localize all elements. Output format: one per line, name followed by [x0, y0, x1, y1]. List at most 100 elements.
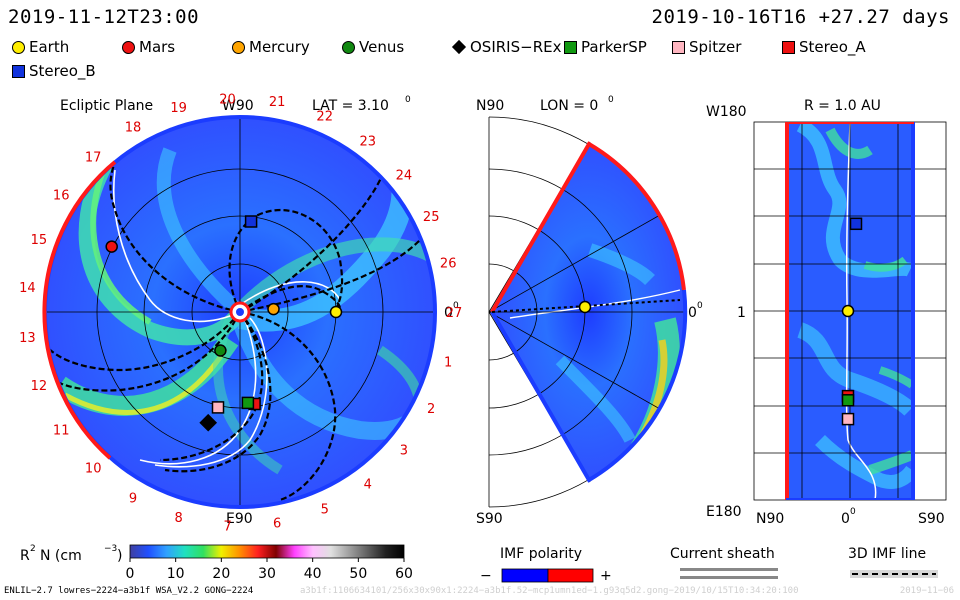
meridional-title-sup: 0 — [608, 95, 614, 105]
day-label: 21 — [269, 95, 286, 110]
legend-label: Mars — [139, 38, 176, 56]
ecliptic-panel: Ecliptic Plane W90 LAT = 3.10 0 0 0 E90 … — [19, 92, 462, 534]
sphere-mid-left: 1 — [737, 305, 746, 321]
legend-item-spitzer: Spitzer — [672, 38, 741, 56]
sun-core — [236, 308, 244, 316]
colorbar-tick-label: 20 — [212, 566, 230, 582]
sphere-bodies — [841, 217, 863, 426]
meridional-top-label: N90 — [476, 98, 504, 114]
meridional-rim-positive — [490, 141, 686, 314]
day-label: 18 — [125, 121, 142, 136]
meridional-bottom-label: S90 — [476, 511, 503, 527]
sphere-bottom-sup: 0 — [850, 507, 856, 517]
ecliptic-lat-sup: 0 — [405, 95, 411, 105]
legend-item-stereo-b: Stereo_B — [12, 62, 96, 80]
legend-item-osiris-rex: OSIRIS−REx — [451, 38, 562, 56]
legend-label: Venus — [359, 38, 405, 56]
ecliptic-mars-marker — [105, 240, 118, 253]
run-date: 2019-11-12T23:00 — [8, 6, 200, 28]
day-label: 17 — [85, 150, 102, 165]
day-label: 7 — [223, 520, 231, 535]
sphere-earth-marker — [841, 304, 855, 318]
imf-field-lines — [45, 119, 435, 502]
day-label: 24 — [396, 168, 413, 183]
legend-marker-circle — [122, 40, 135, 54]
day-label: 4 — [364, 478, 372, 493]
current-sheath-key: Current sheath — [670, 546, 778, 579]
legend-marker-circle — [342, 40, 355, 54]
legend-marker-square — [782, 40, 795, 54]
meridional-panel: N90 LON = 0 0 S90 0 0 — [476, 95, 703, 527]
colorbar-tick-label: 10 — [167, 566, 185, 582]
imf-minus-label: − — [480, 568, 492, 584]
day-label: 12 — [31, 379, 48, 394]
ecliptic-stereo-b-marker — [244, 215, 258, 228]
day-label: 25 — [423, 210, 440, 225]
model-date: 2019-10-16T16 +27.27 days — [651, 6, 950, 28]
legend-marker-square — [12, 64, 25, 78]
colorbar-label-close: ) — [117, 548, 122, 564]
day-label: 10 — [85, 462, 102, 477]
meridional-right-sup: 0 — [697, 301, 703, 311]
legend-marker-circle — [232, 40, 245, 54]
day-label: 26 — [440, 257, 457, 272]
colorbar-gradient — [129, 544, 405, 559]
day-label: 14 — [19, 281, 36, 296]
ecliptic-rim-positive — [42, 160, 117, 460]
model-footer-date: 2019−11−06 — [899, 586, 954, 596]
meridional-title: LON = 0 — [540, 98, 598, 114]
ecliptic-osiris-rex-marker — [199, 413, 218, 432]
ecliptic-mercury-marker — [267, 302, 280, 316]
imf-polarity-key: IMF polarity − + — [480, 546, 612, 584]
ecliptic-title: Ecliptic Plane — [60, 98, 153, 114]
day-label: 22 — [316, 110, 333, 125]
imf-polarity-label: IMF polarity — [500, 546, 582, 562]
sphere-bottom-left: E180 — [706, 504, 742, 520]
ecliptic-bottom-label: E90 — [226, 511, 253, 527]
ecliptic-parkersp-marker — [241, 396, 255, 410]
legend-item-stereo-a: Stereo_A — [782, 38, 866, 56]
legend-label: Mercury — [249, 38, 310, 56]
colorbar-tick-label: 40 — [304, 566, 322, 582]
colorbar-label-sup: 2 — [30, 544, 36, 554]
sphere-panel: R = 1.0 AU W180 1 E180 N90 0 0 S90 — [706, 98, 947, 527]
day-label: 2 — [427, 402, 435, 417]
legend-item-earth: Earth — [12, 38, 69, 56]
meridional-imf-line — [491, 299, 681, 313]
ecliptic-venus-marker — [214, 344, 227, 357]
meridional-right-label: 0 — [688, 305, 697, 321]
imf-3d-line-key: 3D IMF line — [848, 546, 938, 578]
sphere-stereo-b-marker — [849, 217, 863, 231]
day-label: 13 — [19, 331, 36, 346]
colorbar-label-exp: −3 — [104, 544, 117, 554]
legend-label: OSIRIS−REx — [470, 38, 562, 56]
legend-label: ParkerSP — [581, 38, 647, 56]
ecliptic-earth-marker — [329, 305, 343, 319]
sphere-parkersp-marker — [841, 394, 855, 407]
imf-plus-label: + — [600, 568, 612, 584]
sphere-bottom-s: S90 — [918, 511, 945, 527]
ecliptic-bodies — [105, 215, 343, 432]
imf-positive-swatch — [547, 568, 594, 583]
legend-item-mercury: Mercury — [232, 38, 310, 56]
legend-label: Spitzer — [689, 38, 742, 56]
colorbar-tick-label: 0 — [126, 566, 135, 582]
current-sheath-line-1 — [680, 568, 778, 571]
day-label: 19 — [170, 101, 187, 116]
current-sheath-label: Current sheath — [670, 546, 775, 562]
legend-item-parkersp: ParkerSP — [564, 38, 647, 56]
day-label: 20 — [219, 92, 236, 107]
legend-label: Stereo_B — [29, 62, 96, 80]
colorbar-ticks: 0 10 20 30 40 50 60 — [126, 558, 413, 582]
colorbar-label-r: R — [20, 548, 30, 564]
day-label: 8 — [174, 511, 182, 526]
current-sheath-line-2 — [680, 576, 778, 579]
sphere-density-features — [796, 122, 914, 500]
day-label: 9 — [129, 491, 137, 506]
legend-marker-square — [564, 40, 577, 54]
imf-3d-line-label: 3D IMF line — [848, 546, 926, 562]
day-label: 16 — [53, 188, 70, 203]
meridional-rim-negative — [490, 289, 688, 483]
day-label: 3 — [400, 444, 408, 459]
